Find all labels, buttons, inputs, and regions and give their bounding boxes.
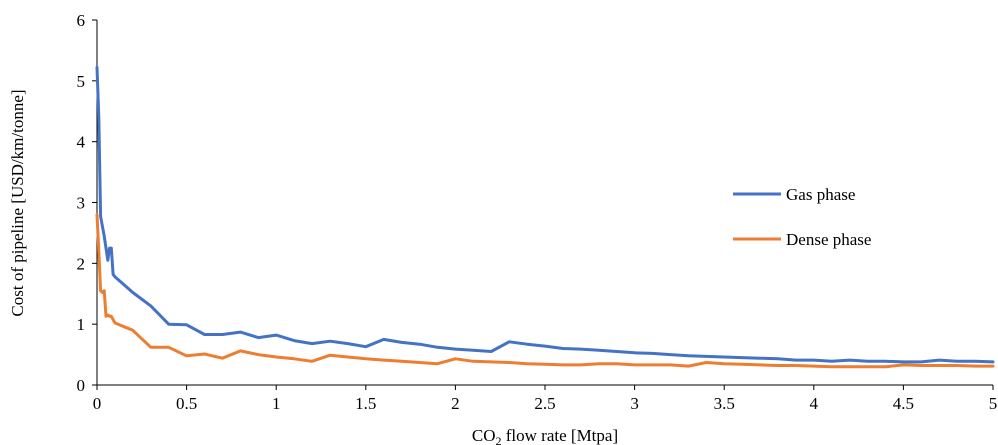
chart-axes [96, 20, 993, 386]
chart-series [95, 65, 995, 369]
y-tick-label: 5 [77, 72, 86, 91]
x-tick-label: 3.5 [714, 394, 735, 413]
series-line-dense-phase [95, 213, 995, 369]
x-tick-label: 4 [810, 394, 819, 413]
y-tick-label: 3 [77, 194, 86, 213]
x-tick-label: 3 [630, 394, 639, 413]
x-axis-label: CO2 flow rate [Mtpa] [472, 426, 618, 445]
x-tick-label: 0.5 [176, 394, 197, 413]
y-tick-label: 1 [77, 315, 86, 334]
y-axis-label: Cost of pipeline [USD/km/tonne] [8, 89, 27, 316]
x-tick-label: 2 [451, 394, 460, 413]
chart-legend: Gas phase Dense phase [733, 185, 871, 249]
x-tick-label: 2.5 [534, 394, 555, 413]
y-tick-label: 0 [77, 376, 86, 395]
x-axis-ticks: 0 0.5 1 1.5 2 2.5 3 3.5 4 4.5 5 [93, 385, 998, 413]
y-tick-label: 2 [77, 254, 86, 273]
legend-label: Dense phase [786, 230, 871, 249]
series-line-gas-phase [95, 65, 995, 364]
y-axis-ticks: 0 1 2 3 4 5 6 [77, 11, 97, 395]
x-tick-label: 4.5 [893, 394, 914, 413]
x-tick-label: 0 [93, 394, 102, 413]
x-tick-label: 5 [989, 394, 998, 413]
legend-label: Gas phase [786, 185, 855, 204]
x-tick-label: 1 [272, 394, 281, 413]
y-tick-label: 4 [77, 133, 86, 152]
y-tick-label: 6 [77, 11, 86, 30]
x-tick-label: 1.5 [355, 394, 376, 413]
